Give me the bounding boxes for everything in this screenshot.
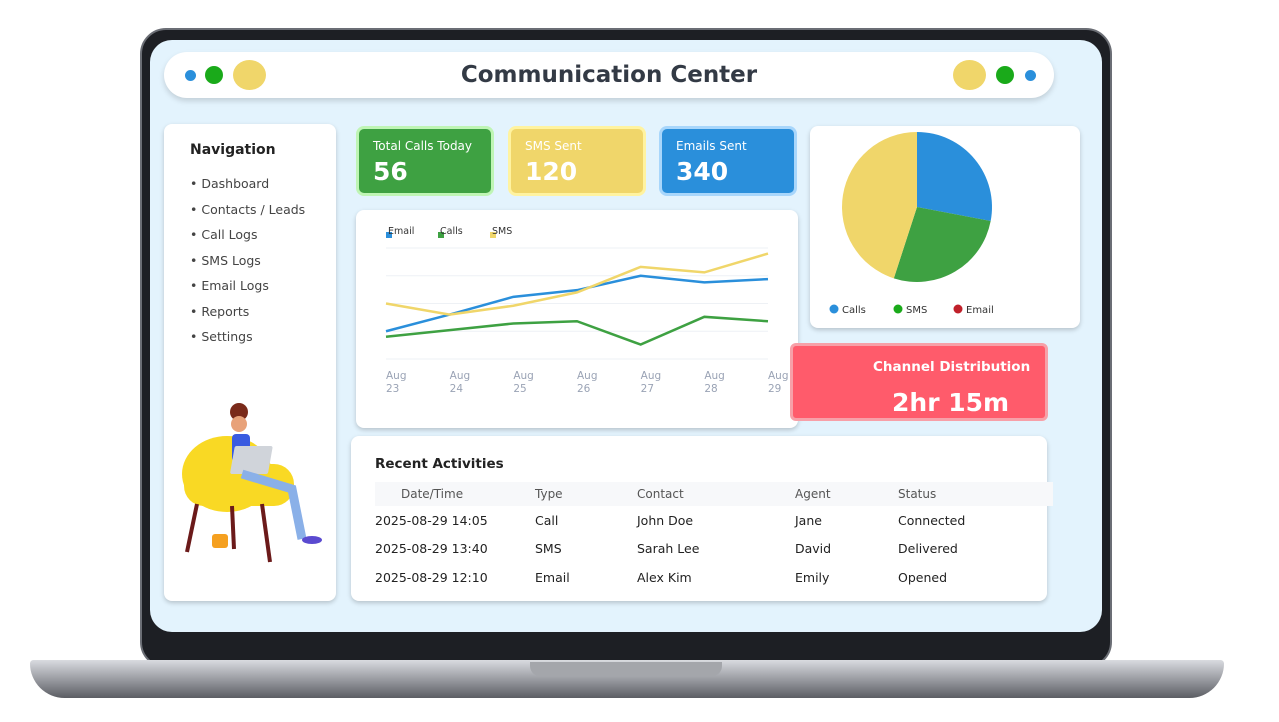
column-header: Type [535,482,637,506]
legend-label[interactable]: SMS [906,305,927,316]
table-row[interactable]: 2025-08-29 14:05 Call John Doe Jane Connecte… [375,506,1053,535]
nav-item-dashboard[interactable]: • Dashboard [190,176,270,191]
table-cell: Connected [898,512,966,528]
table-cell: John Doe [637,512,694,528]
header: Communication Center [164,52,1054,98]
table-cell: Sarah Lee [637,541,700,557]
pie-slice[interactable] [893,207,991,282]
legend-swatch [386,232,392,238]
column-header: Date/Time [375,482,535,506]
nav-item-sms-logs[interactable]: • SMS Logs [190,252,261,268]
nav-item-email-logs[interactable]: • Email Logs [190,278,269,293]
table-row[interactable]: 2025-08-29 13:40 SMS Sarah Lee David Deliver… [375,535,1053,564]
pie-chart-card: Calls SMS Email [810,126,1080,328]
woman-laptop-illustration [182,403,322,563]
activities-title: Recent Activities [375,456,504,472]
x-tick-label: Aug 27 [641,370,662,395]
stat-value: 120 [525,157,578,186]
table-cell: Call [535,512,559,528]
line-chart-card: Email Calls SMS Aug 23 Aug 24 Aug 25 Aug 26 Aug 27 Au… [356,210,798,428]
activities-table: Date/Time Type Contact Agent Status 2025-08-… [375,482,1053,592]
dot-icon [185,70,196,81]
stat-value: 56 [373,157,408,186]
legend-label[interactable]: SMS [492,226,512,237]
series-line-calls [385,315,769,346]
page-title: Communication Center [460,62,758,88]
table-cell: Alex Kim [637,569,692,585]
x-tick-label: Aug 25 [513,370,534,395]
stat-value: 340 [676,157,729,186]
x-tick-label: Aug 24 [450,370,471,395]
navigation-panel: Navigation • Dashboard • Contacts / Leads… [164,124,336,601]
pie-slice[interactable] [917,132,992,222]
column-header: Agent [795,482,898,506]
table-cell: Jane [795,512,822,528]
table-cell: David [795,541,832,557]
stat-label: SMS Sent [525,139,582,153]
legend-label[interactable]: Email [388,226,414,237]
x-tick-label: Aug 26 [577,370,598,395]
dot-icon [205,66,223,84]
dot-icon [1025,70,1036,81]
dot-icon [233,60,266,90]
recent-activities-card: Recent Activities Date/Time Type Contact Ag… [351,436,1053,601]
dot-icon [953,60,986,90]
legend-label[interactable]: Calls [842,305,866,316]
nav-title: Navigation [190,142,276,158]
app-screen: Communication Center Navigation • Dashbo… [150,40,1102,632]
stat-label: Total Calls Today [373,139,473,153]
stat-card: SMS Sent 120 [508,126,646,196]
x-tick-label: Aug 23 [386,370,407,395]
laptop-notch [530,662,722,676]
channel-distribution-card: Channel Distribution 2hr 15m [790,343,1048,421]
series-line-sms [385,252,769,316]
dot-icon [996,66,1014,84]
channel-value: 2hr 15m [892,388,1010,417]
legend-label[interactable]: Calls [440,226,463,237]
table-cell: 2025-08-29 14:05 [375,512,488,528]
legend-dot [829,304,839,314]
legend-dot [893,304,903,314]
legend-swatch [490,232,496,238]
table-cell: 2025-08-29 12:10 [375,569,488,585]
column-header: Contact [637,482,795,506]
pie-slice[interactable] [842,132,917,279]
table-cell: Emily [795,569,830,585]
x-tick-label: Aug 28 [704,370,725,395]
nav-item-reports[interactable]: • Reports [190,303,250,319]
table-cell: Delivered [898,541,958,557]
nav-item-contacts-leads[interactable]: • Contacts / Leads [190,201,306,217]
table-cell: Opened [898,569,948,585]
stat-label: Emails Sent [676,139,747,153]
channel-title: Channel Distribution [873,359,1031,375]
nav-item-call-logs[interactable]: • Call Logs [190,227,258,242]
legend-dot [953,304,963,314]
pie-chart: Calls SMS Email [829,132,994,316]
x-tick-label: Aug 29 [768,370,789,395]
stat-card: Total Calls Today 56 [356,126,494,196]
table-cell: SMS [535,541,562,557]
legend-swatch [438,232,444,238]
table-cell: 2025-08-29 13:40 [375,541,488,557]
table-cell: Email [535,569,570,585]
column-header: Status [898,482,1053,506]
stat-card: Emails Sent 340 [659,126,797,196]
table-row[interactable]: 2025-08-29 12:10 Email Alex Kim Emily Opened [375,563,1053,592]
nav-item-settings[interactable]: • Settings [190,329,253,344]
line-chart: Email Calls SMS Aug 23 Aug 24 Aug 25 Aug 26 Aug 27 Au… [385,226,789,395]
legend-label[interactable]: Email [966,305,994,316]
